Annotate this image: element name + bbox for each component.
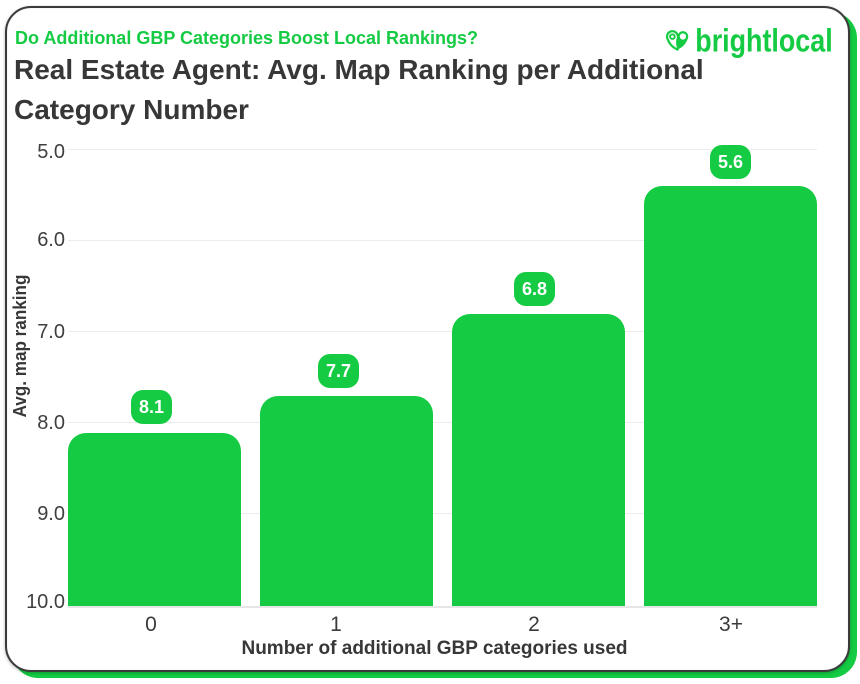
- svg-text:brightlocal: brightlocal: [695, 24, 832, 59]
